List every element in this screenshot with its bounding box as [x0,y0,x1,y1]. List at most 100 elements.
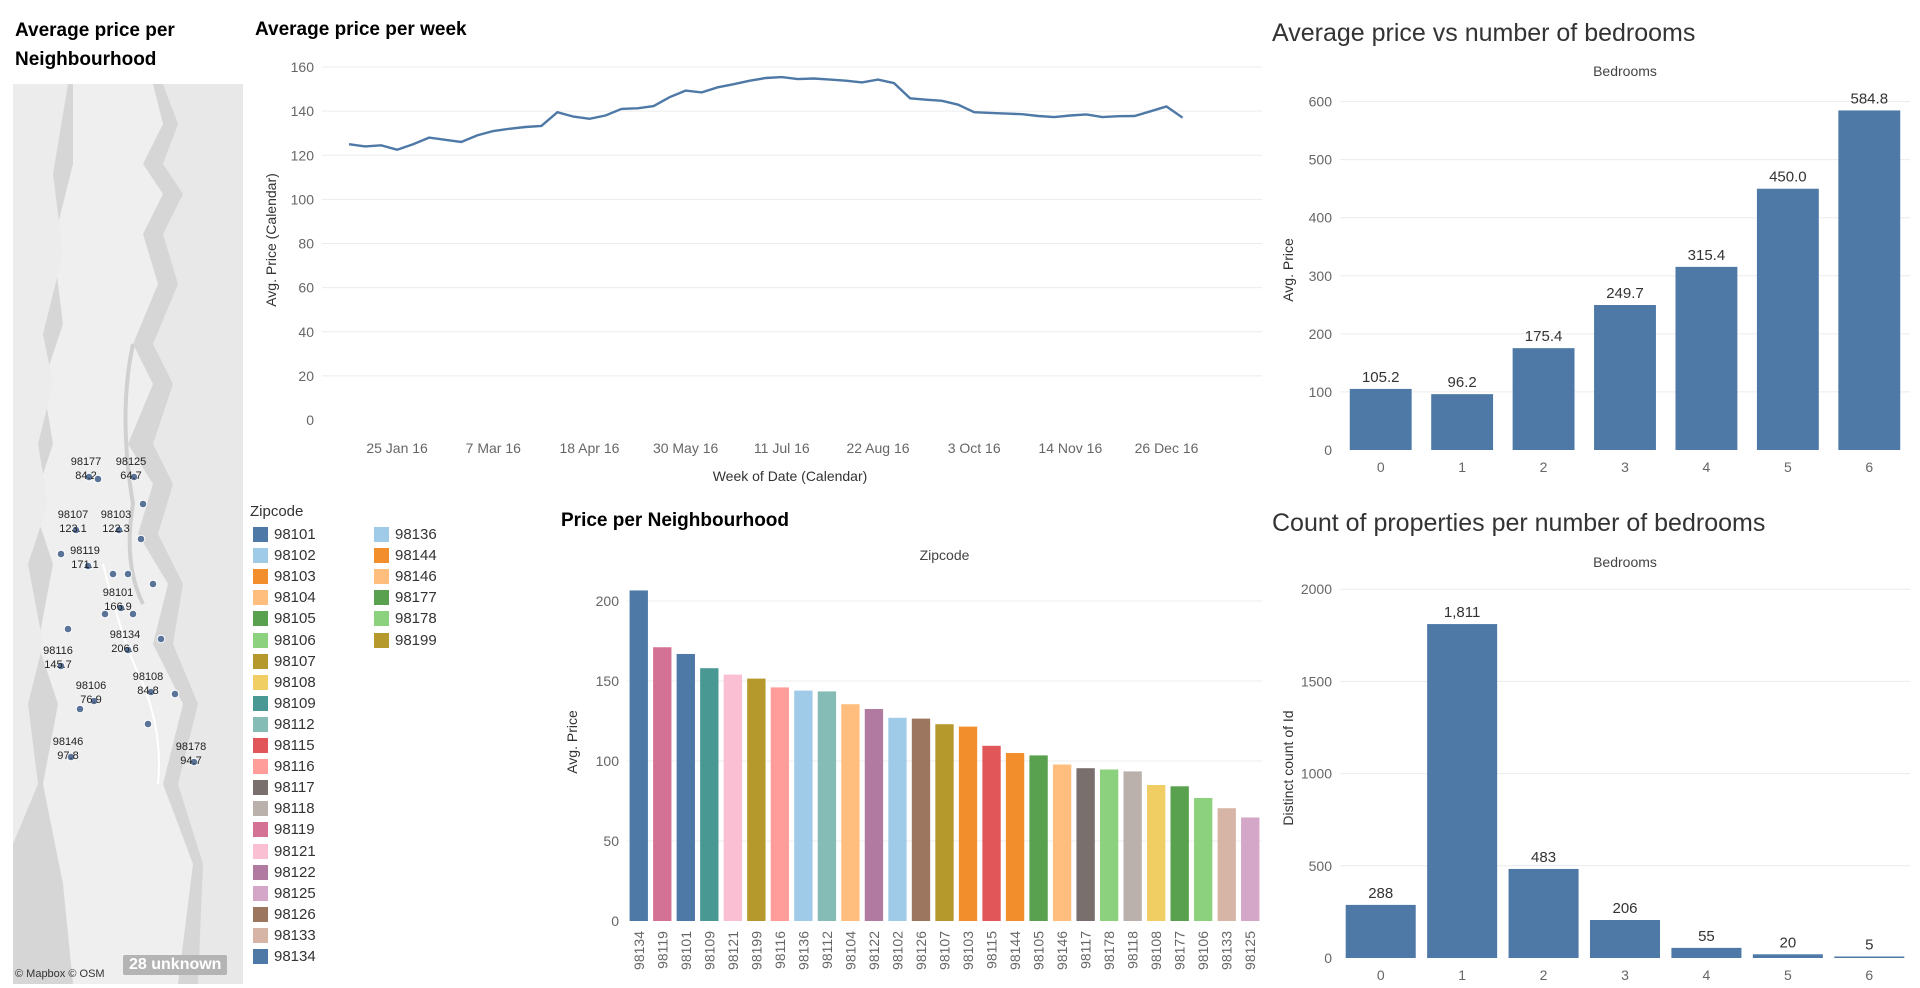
legend-item-98121[interactable]: 98121 [253,841,316,862]
legend-item-98104[interactable]: 98104 [253,587,316,608]
y-tick-label: 0 [1324,950,1332,966]
legend-label: 98121 [274,842,316,860]
legend-item-98177[interactable]: 98177 [374,587,437,608]
map-value-label: 122.3 [102,523,130,535]
legend-swatch [374,590,389,606]
legend-item-98133[interactable]: 98133 [253,925,316,946]
y-tick-label: 400 [1309,210,1333,226]
legend-item-98119[interactable]: 98119 [253,819,315,840]
bar-data-label: 175.4 [1525,328,1563,345]
legend-label: 98106 [274,631,316,649]
bar-data-label: 315.4 [1688,247,1726,264]
y-tick-label: 600 [1309,94,1333,110]
map-marker [108,569,118,579]
bar [1241,817,1260,921]
x-tick-label: 18 Apr 16 [559,440,619,456]
map-marker [56,549,66,559]
bar [1052,764,1072,921]
y-tick-label: 50 [603,833,619,849]
legend-item-98146[interactable]: 98146 [374,566,437,587]
x-tick-label: 98122 [866,931,882,970]
bar [1508,868,1579,958]
legend-item-98126[interactable]: 98126 [253,904,316,925]
map-marker [170,689,180,699]
legend-item-98117[interactable]: 98117 [253,777,315,798]
map-marker [123,645,133,655]
legend-item-98106[interactable]: 98106 [253,630,316,651]
map-marker [146,687,156,697]
legend-item-98136[interactable]: 98136 [374,524,437,545]
legend-item-98108[interactable]: 98108 [253,672,316,693]
bar [653,647,672,921]
legend-swatch [253,780,268,796]
x-tick-label: 14 Nov 16 [1038,440,1102,456]
legend-item-98178[interactable]: 98178 [374,608,437,629]
y-tick-label: 200 [596,593,620,609]
bar [676,653,695,921]
legend-swatch [374,569,389,585]
legend-label: 98136 [395,526,437,543]
bar [1029,755,1048,921]
legend-item-98144[interactable]: 98144 [374,545,437,566]
legend-label: 98104 [274,589,316,607]
bar [911,718,931,921]
legend-item-98118[interactable]: 98118 [253,798,315,819]
map-zip-label: 98178 [176,741,207,753]
legend-swatch [253,569,268,585]
map-markers[interactable]: 9817784.29812564.798107123.198103122.398… [13,84,243,984]
x-axis-label: Week of Date (Calendar) [713,468,868,484]
legend-item-98122[interactable]: 98122 [253,862,316,883]
unknown-count-badge[interactable]: 28 unknown [123,955,228,975]
chart-header: Bedrooms [1593,554,1657,570]
map-marker [83,561,93,571]
legend-item-98103[interactable]: 98103 [253,566,316,587]
x-tick-label: 0 [1377,967,1385,983]
map-marker [71,525,81,535]
x-tick-label: 98112 [819,931,835,969]
x-tick-label: 30 May 16 [653,440,719,456]
legend-item-98134[interactable]: 98134 [253,946,316,967]
legend-item-98101[interactable]: 98101 [253,524,316,545]
legend-label: 98117 [274,779,315,797]
x-tick-label: 98119 [654,931,670,969]
map-zip-label: 98106 [76,680,107,692]
x-tick-label: 98104 [842,931,858,970]
bar [1005,753,1025,921]
legend-item-98112[interactable]: 98112 [253,714,315,735]
bar-data-label: 584.8 [1851,90,1889,107]
map-marker [138,499,148,509]
legend-item-98102[interactable]: 98102 [253,545,316,566]
map-value-label: 94.7 [180,755,201,767]
bar [841,704,860,921]
x-tick-label: 98108 [1148,931,1164,970]
neighbourhood-map[interactable]: 98177 84.2 98125 64.7 98107 123.1 98103 122.3 98… [13,84,243,984]
neighbourhood-chart-title: Price per Neighbourhood [561,510,790,531]
y-tick-label: 500 [1309,152,1333,168]
bar [1594,305,1656,450]
legend-item-98107[interactable]: 98107 [253,651,316,672]
legend-item-98109[interactable]: 98109 [253,693,316,714]
map-marker [128,609,138,619]
legend-label: 98146 [395,568,437,586]
map-marker [56,661,66,671]
map-value-label: 97.8 [57,750,78,762]
legend-label: 98126 [274,905,316,923]
legend-item-98116[interactable]: 98116 [253,756,315,777]
legend-swatch [253,885,268,901]
legend-item-98105[interactable]: 98105 [253,608,316,629]
legend-label: 98118 [274,800,315,818]
legend-item-98199[interactable]: 98199 [374,630,437,651]
x-tick-label: 98136 [795,931,811,970]
x-tick-label: 3 [1621,967,1629,983]
legend-item-98125[interactable]: 98125 [253,883,316,904]
legend-swatch [253,527,268,542]
bar [747,678,766,921]
y-tick-label: 40 [298,324,314,340]
legend-swatch [253,548,268,564]
legend-item-98115[interactable]: 98115 [253,735,315,756]
bar [794,690,813,921]
x-tick-label: 3 [1621,459,1629,475]
legend-label: 98133 [274,926,316,944]
map-value-label: 145.7 [44,659,72,671]
bar [958,726,978,921]
